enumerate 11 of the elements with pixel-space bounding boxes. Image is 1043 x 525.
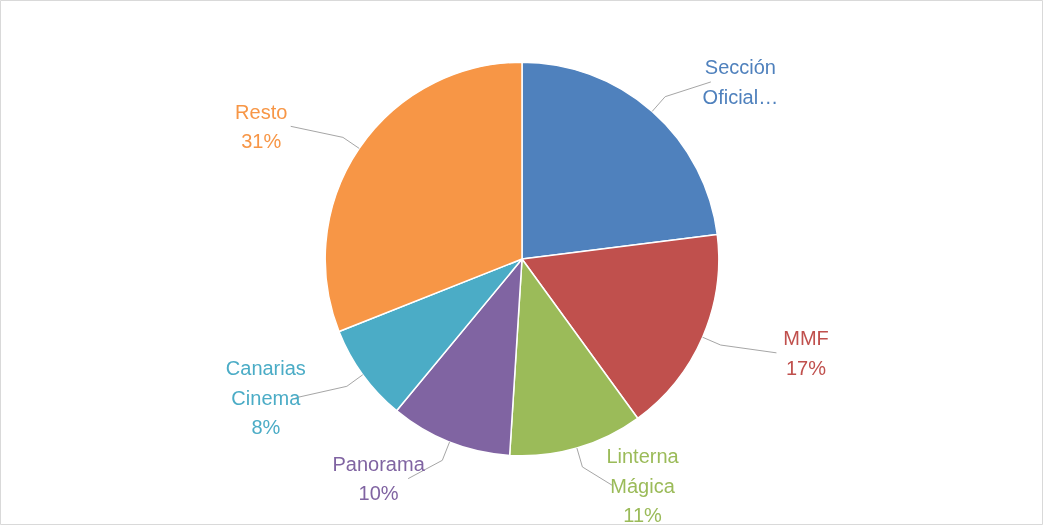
data-label: 11% bbox=[623, 504, 663, 525]
slice-label: Resto bbox=[235, 100, 288, 123]
data-label: 17% bbox=[785, 356, 827, 379]
data-label: 31% bbox=[241, 130, 282, 153]
slice-label: MMF bbox=[783, 327, 829, 350]
slice-label: Linterna Mágica bbox=[606, 445, 680, 497]
data-label: 8% bbox=[251, 416, 281, 439]
slice-label: Sección Oficial… bbox=[702, 56, 779, 108]
slice-label: Panorama bbox=[332, 452, 426, 475]
data-label: 10% bbox=[358, 482, 399, 505]
slice-label: Canarias Cinema bbox=[225, 357, 306, 409]
